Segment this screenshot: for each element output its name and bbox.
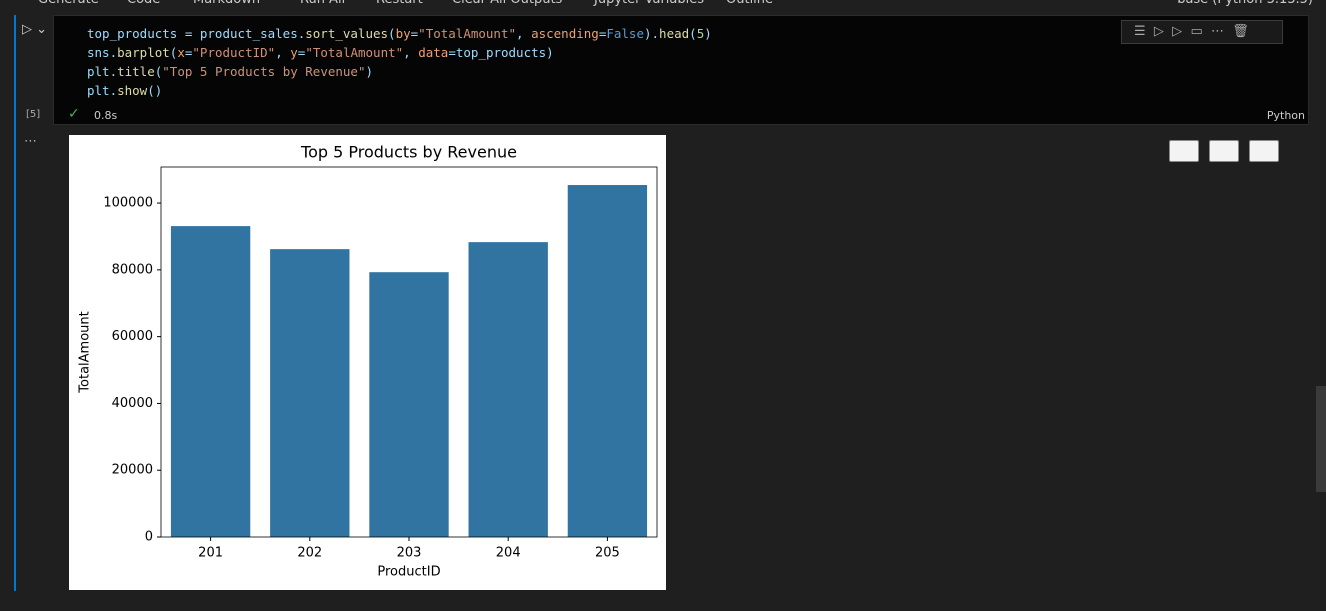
y-tick-label: 80000 bbox=[112, 262, 153, 277]
toolbar-button[interactable]: Jupyter Variables bbox=[594, 0, 704, 7]
y-axis-label: TotalAmount bbox=[78, 311, 93, 393]
plot-viewer-button[interactable] bbox=[1209, 140, 1239, 162]
chart: Top 5 Products by Revenue ProductID Tota… bbox=[78, 143, 658, 580]
exec-time: 0.8s bbox=[94, 109, 118, 122]
output-menu[interactable]: ⋯ bbox=[24, 134, 37, 149]
toolbar-button[interactable]: Run All bbox=[300, 0, 345, 7]
y-tick-label: 20000 bbox=[112, 463, 153, 478]
code-line: plt.title("Top 5 Products by Revenue") bbox=[87, 64, 374, 79]
toolbar-button[interactable]: Clear All Outputs bbox=[452, 0, 562, 7]
cell-toolbar[interactable]: ☰ ▷ ▷ ▭ ⋯ 🗑 bbox=[1121, 20, 1283, 44]
scrollbar[interactable] bbox=[1316, 386, 1326, 492]
cell-language[interactable]: Python bbox=[1266, 109, 1305, 122]
x-tick-label: 204 bbox=[496, 546, 521, 561]
run-cell[interactable]: ▷ ⌄ bbox=[22, 22, 48, 37]
y-tick-label: 0 bbox=[145, 530, 153, 545]
execution-count: [5] bbox=[26, 109, 41, 120]
focus-bar bbox=[14, 15, 16, 591]
toolbar-button[interactable]: Outline bbox=[726, 0, 773, 7]
success-icon: ✓ bbox=[68, 106, 80, 122]
bar bbox=[170, 226, 251, 537]
bar bbox=[468, 242, 548, 537]
bar bbox=[270, 249, 350, 537]
toolbar-button[interactable]: Code bbox=[127, 0, 160, 7]
y-tick-label: 100000 bbox=[103, 196, 153, 211]
toolbar-button[interactable]: Generate bbox=[38, 0, 99, 7]
kernel-picker[interactable]: base (Python 3.13.5) bbox=[1177, 0, 1313, 7]
copy-button[interactable] bbox=[1169, 140, 1199, 162]
x-tick-label: 201 bbox=[198, 546, 223, 561]
code-line: top_products = product_sales.sort_values… bbox=[87, 26, 712, 41]
save-button[interactable] bbox=[1249, 140, 1279, 162]
chart-output: Top 5 Products by Revenue ProductID Tota… bbox=[69, 135, 666, 590]
bar bbox=[369, 272, 449, 537]
bar bbox=[567, 185, 648, 538]
axes-frame bbox=[160, 166, 658, 538]
chart-title: Top 5 Products by Revenue bbox=[300, 143, 517, 162]
toolbar-button[interactable]: Markdown bbox=[193, 0, 260, 7]
x-tick-label: 203 bbox=[397, 546, 422, 561]
code-cell[interactable] bbox=[53, 15, 1309, 125]
x-tick-label: 202 bbox=[297, 546, 322, 561]
code-line: sns.barplot(x="ProductID", y="TotalAmoun… bbox=[87, 45, 554, 60]
code-line: plt.show() bbox=[87, 83, 163, 98]
y-tick-label: 60000 bbox=[112, 329, 153, 344]
x-axis-label: ProductID bbox=[377, 565, 440, 580]
toolbar-button[interactable]: Restart bbox=[376, 0, 423, 7]
y-tick-label: 40000 bbox=[112, 396, 153, 411]
x-tick-label: 205 bbox=[595, 546, 620, 561]
